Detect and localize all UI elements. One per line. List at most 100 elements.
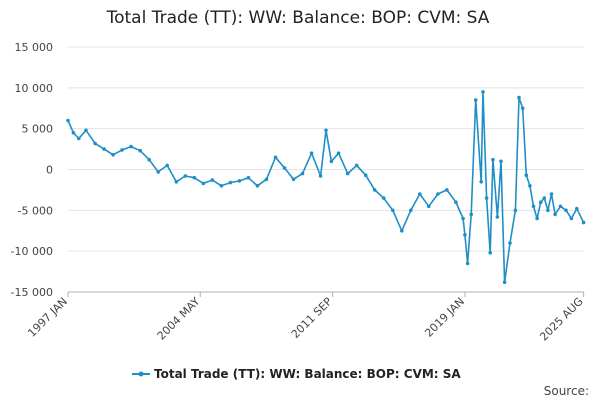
data-point[interactable] [542,196,547,200]
data-point[interactable] [183,174,188,178]
data-point[interactable] [564,208,568,213]
data-point[interactable] [264,177,269,182]
data-point[interactable] [517,95,521,100]
data-point[interactable] [400,229,404,233]
data-point[interactable] [381,196,386,200]
data-point[interactable] [461,216,465,221]
data-point[interactable] [531,204,536,209]
x-tick-label: 2011 SEP [289,295,335,341]
y-tick-label: 0 [46,164,53,177]
data-point[interactable] [111,153,115,157]
data-point[interactable] [445,188,449,192]
data-point[interactable] [372,188,377,192]
data-point[interactable] [192,175,197,180]
data-point[interactable] [71,131,76,135]
data-point[interactable] [436,192,440,196]
y-tick-label: -5 000 [18,204,53,217]
data-point[interactable] [488,251,493,255]
x-tick-label: 2019 JAN [422,295,467,340]
data-point[interactable] [581,220,586,225]
legend-dot-marker [138,371,144,377]
x-axis: 1997 JAN 2004 MAY 2011 SEP 2019 JAN 2025 AUG [25,291,586,344]
y-tick-label: -15 000 [11,286,53,299]
data-point[interactable] [324,128,328,133]
data-point[interactable] [546,208,550,213]
series-line[interactable] [67,91,585,284]
data-point[interactable] [255,184,260,188]
data-point[interactable] [575,206,579,211]
data-point[interactable] [549,192,554,196]
data-point[interactable] [93,141,97,146]
data-point[interactable] [345,171,350,176]
y-tick-label: 5 000 [22,123,54,136]
gridlines [68,46,584,293]
data-point[interactable] [147,157,151,162]
data-point[interactable] [418,192,422,196]
data-point[interactable] [228,180,233,185]
data-point[interactable] [219,184,224,188]
data-point[interactable] [495,215,500,219]
data-point[interactable] [291,177,296,182]
data-point[interactable] [409,208,413,213]
data-point[interactable] [463,233,467,237]
data-point[interactable] [363,173,368,177]
x-tick-label: 1997 JAN [25,295,70,340]
data-point[interactable] [553,212,557,217]
data-point[interactable] [513,208,518,213]
data-point[interactable] [528,184,532,188]
data-point[interactable] [318,174,323,178]
data-point[interactable] [282,166,287,170]
data-point[interactable] [273,155,278,160]
data-point[interactable] [538,200,543,204]
data-point[interactable] [174,180,179,184]
data-point[interactable] [427,204,431,209]
data-point[interactable] [246,175,251,180]
data-point[interactable] [336,151,341,155]
data-point[interactable] [520,106,525,111]
data-point[interactable] [473,98,478,102]
chart-title: Total Trade (TT): WW: Balance: BOP: CVM:… [106,8,490,28]
data-point[interactable] [354,163,359,168]
data-point[interactable] [237,179,242,183]
data-point[interactable] [84,128,88,133]
data-point[interactable] [484,196,489,200]
data-point[interactable] [469,212,474,217]
data-point[interactable] [156,170,160,174]
data-point[interactable] [66,118,70,123]
data-point[interactable] [502,280,507,285]
data-point[interactable] [165,163,169,168]
y-axis: 15 000 10 000 5 000 0 -5 000 -10 000 -15 000 [11,41,53,299]
data-point[interactable] [508,241,512,245]
data-point[interactable] [102,147,106,151]
y-tick-label: 10 000 [15,82,54,95]
legend[interactable]: Total Trade (TT): WW: Balance: BOP: CVM:… [132,367,461,381]
x-tick-label: 2025 AUG [537,295,586,344]
data-point[interactable] [391,208,395,213]
data-point[interactable] [491,157,495,162]
data-point[interactable] [129,144,133,149]
data-point[interactable] [569,216,574,221]
source-credit[interactable]: Source: [544,384,589,398]
data-point[interactable] [300,171,305,176]
y-tick-label: 15 000 [15,41,54,54]
data-point[interactable] [120,148,124,152]
legend-label: Total Trade (TT): WW: Balance: BOP: CVM:… [154,367,461,381]
data-point[interactable] [481,90,485,94]
data-point[interactable] [479,180,484,184]
data-point[interactable] [329,159,334,164]
data-point[interactable] [558,204,563,209]
data-point[interactable] [499,159,503,164]
data-point[interactable] [454,200,458,204]
data-point[interactable] [201,181,206,186]
data-point[interactable] [309,151,314,155]
y-tick-label: -10 000 [11,245,53,258]
data-point[interactable] [524,173,529,177]
x-tick-label: 2004 MAY [155,295,203,343]
data-point[interactable] [210,178,215,182]
data-point[interactable] [535,216,539,221]
data-point[interactable] [77,136,81,141]
data-point[interactable] [465,261,470,266]
data-point[interactable] [138,148,142,153]
plot-area [66,90,586,285]
